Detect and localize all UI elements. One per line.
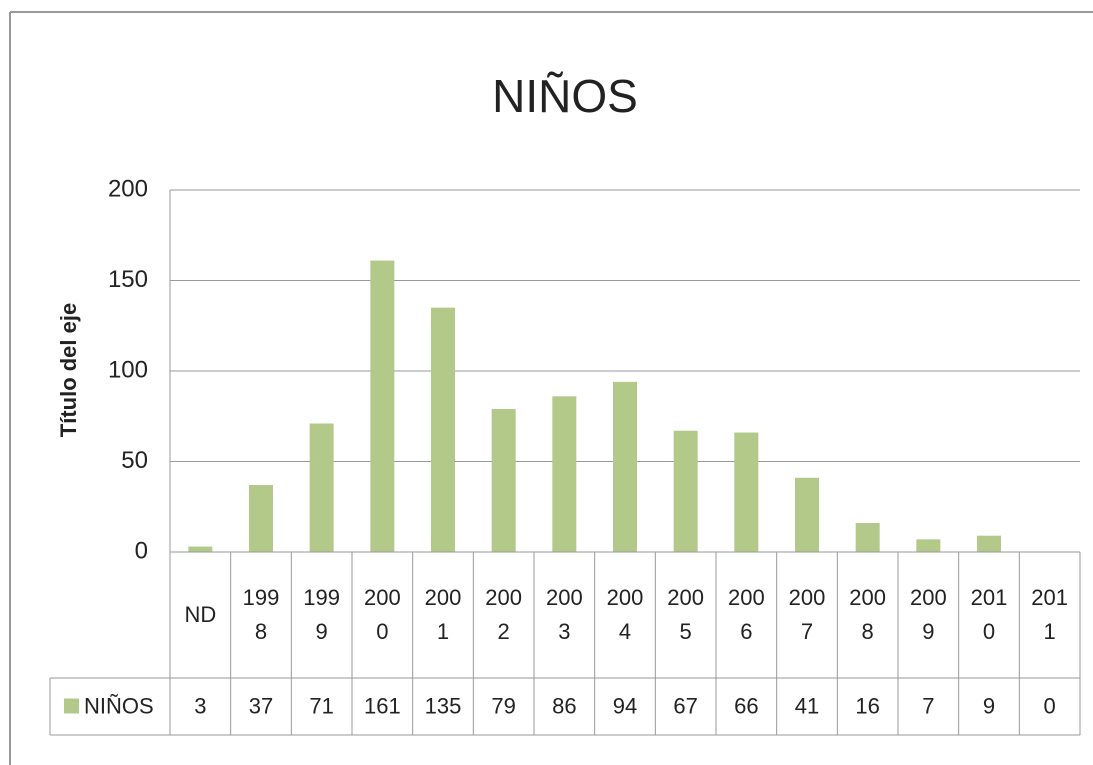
bar bbox=[188, 546, 213, 552]
data-table-value: 37 bbox=[249, 693, 273, 718]
bar bbox=[552, 396, 577, 552]
data-table-value: 7 bbox=[922, 693, 934, 718]
data-table-value: 86 bbox=[552, 693, 576, 718]
y-tick-label: 200 bbox=[108, 175, 148, 202]
x-tick-label: 2000 bbox=[363, 585, 401, 644]
data-table-value: 135 bbox=[425, 693, 462, 718]
bar bbox=[977, 535, 1001, 552]
x-tick-label: 2001 bbox=[424, 585, 462, 644]
data-table-value: 9 bbox=[983, 693, 995, 718]
x-tick-label: 2003 bbox=[545, 585, 583, 644]
data-table-value: 3 bbox=[194, 693, 206, 718]
bar bbox=[916, 539, 941, 552]
y-tick-label: 100 bbox=[108, 356, 148, 383]
x-tick-label: 2005 bbox=[667, 585, 705, 644]
y-axis-title: Título del eje bbox=[56, 303, 81, 437]
x-tick-label: 2008 bbox=[849, 585, 887, 644]
x-tick-label: ND bbox=[184, 602, 217, 627]
x-tick-label: 2009 bbox=[909, 585, 947, 644]
bar bbox=[734, 432, 759, 552]
data-table-value: 71 bbox=[309, 693, 333, 718]
y-tick-label: 150 bbox=[108, 266, 148, 293]
bar bbox=[491, 409, 516, 552]
bar bbox=[309, 423, 334, 552]
bar bbox=[673, 430, 698, 552]
y-tick-label: 0 bbox=[135, 537, 148, 564]
data-table-value: 41 bbox=[795, 693, 819, 718]
bar bbox=[795, 477, 819, 552]
x-tick-label: 2004 bbox=[606, 585, 644, 644]
x-tick-label: 2010 bbox=[970, 585, 1008, 644]
data-table-value: 94 bbox=[613, 693, 637, 718]
legend-label: NIÑOS bbox=[84, 693, 154, 718]
x-tick-label: 1998 bbox=[242, 585, 280, 644]
data-table-value: 79 bbox=[491, 693, 515, 718]
x-tick-label: 2007 bbox=[788, 585, 826, 644]
data-table-value: 67 bbox=[673, 693, 697, 718]
x-tick-label: 2002 bbox=[485, 585, 523, 644]
bar bbox=[855, 523, 880, 552]
bar bbox=[249, 485, 273, 552]
data-table-value: 16 bbox=[855, 693, 879, 718]
y-tick-label: 50 bbox=[121, 447, 148, 474]
bar bbox=[431, 307, 455, 552]
bar bbox=[613, 381, 637, 552]
x-tick-label: 2006 bbox=[727, 585, 765, 644]
x-tick-label: 2011 bbox=[1031, 585, 1069, 644]
chart-title: NIÑOS bbox=[492, 70, 638, 122]
x-tick-label: 1999 bbox=[303, 585, 341, 644]
bar bbox=[370, 260, 395, 552]
legend-swatch bbox=[64, 698, 79, 714]
data-table-value: 0 bbox=[1044, 693, 1056, 718]
data-table-value: 66 bbox=[734, 693, 758, 718]
data-table-value: 161 bbox=[364, 693, 401, 718]
